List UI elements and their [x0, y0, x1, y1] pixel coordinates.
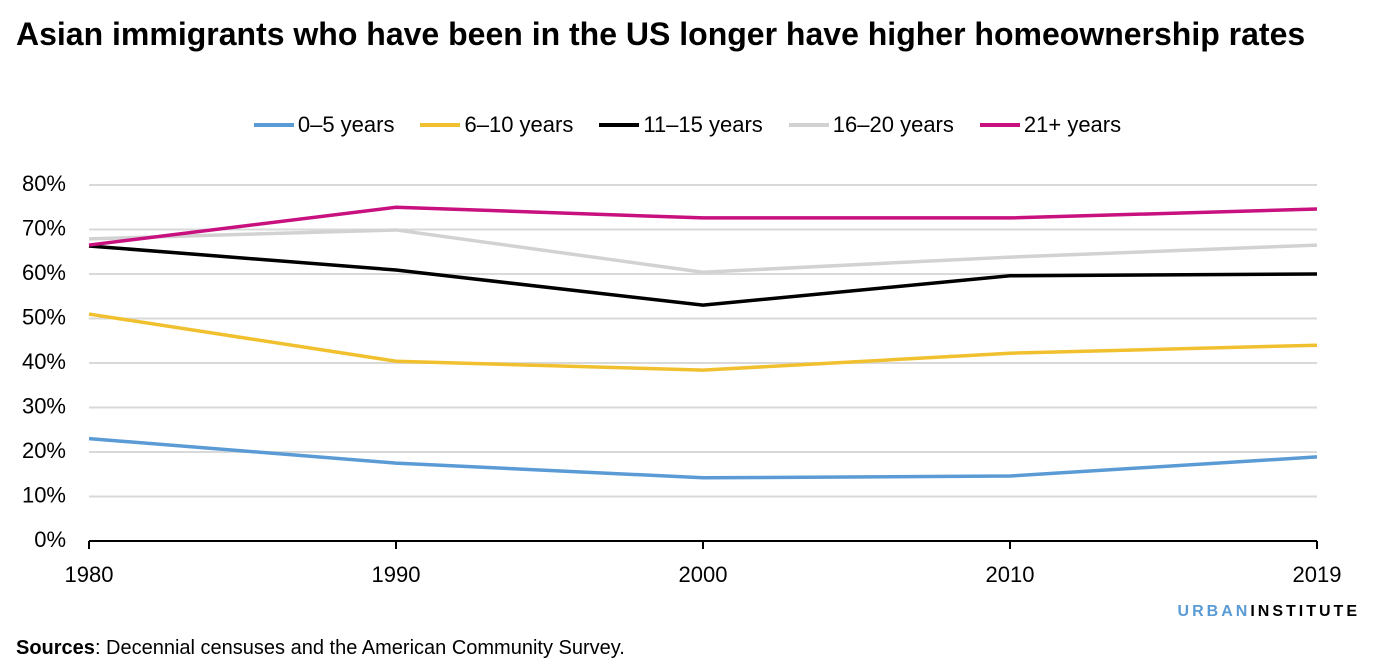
y-tick-label: 50% — [22, 304, 66, 329]
logo-first: URBAN — [1177, 603, 1251, 620]
series-line — [88, 244, 1318, 307]
x-tick-label: 2010 — [986, 562, 1035, 587]
logo: URBANINSTITUTE — [1178, 603, 1360, 621]
source-text: : Decennial censuses and the American Co… — [94, 637, 625, 659]
legend-swatch — [979, 123, 1020, 127]
series-line — [88, 312, 1318, 372]
x-tick-label: 1980 — [65, 562, 114, 587]
legend-label: 11–15 years — [643, 112, 763, 137]
legend-swatch — [788, 123, 829, 127]
legend-item: 0–5 years — [253, 112, 395, 138]
legend-label: 0–5 years — [297, 112, 395, 137]
y-tick-label: 60% — [22, 260, 66, 285]
legend-label: 21+ years — [1023, 112, 1122, 137]
chart: 0% 10% 20% 30% 40% 50% 60% 70% 80% 1980 1990 2000 20… — [22, 171, 1342, 587]
chart-title: Asian immigrants who have been in the US… — [16, 16, 1306, 52]
legend-item: 16–20 years — [788, 112, 954, 138]
legend-swatch — [253, 123, 294, 127]
series-line — [88, 436, 1318, 480]
logo-second: INSTITUTE — [1250, 603, 1360, 620]
source-label: Sources — [16, 637, 95, 659]
x-tick-label: 2019 — [1293, 562, 1342, 587]
legend-label: 16–20 years — [832, 112, 954, 137]
legend-item: 21+ years — [979, 112, 1122, 138]
series-line — [88, 228, 1318, 274]
series-line — [88, 205, 1318, 247]
legend-label: 6–10 years — [464, 112, 574, 137]
y-tick-label: 80% — [22, 171, 66, 196]
legend-item: 11–15 years — [599, 112, 763, 138]
y-tick-label: 0% — [34, 527, 66, 552]
y-tick-label: 70% — [22, 215, 66, 240]
y-tick-label: 40% — [22, 349, 66, 374]
x-tick-label: 1990 — [372, 562, 421, 587]
y-tick-label: 30% — [22, 393, 66, 418]
legend-swatch — [599, 123, 640, 127]
y-tick-label: 20% — [22, 438, 66, 463]
legend-swatch — [420, 123, 461, 127]
x-tick-label: 2000 — [679, 562, 728, 587]
legend-item: 6–10 years — [420, 112, 573, 138]
y-tick-label: 10% — [22, 482, 66, 507]
source-note: Sources: Decennial censuses and the Amer… — [16, 637, 625, 660]
legend: 0–5 years 6–10 years 11–15 years 16–20 year… — [0, 112, 1375, 138]
